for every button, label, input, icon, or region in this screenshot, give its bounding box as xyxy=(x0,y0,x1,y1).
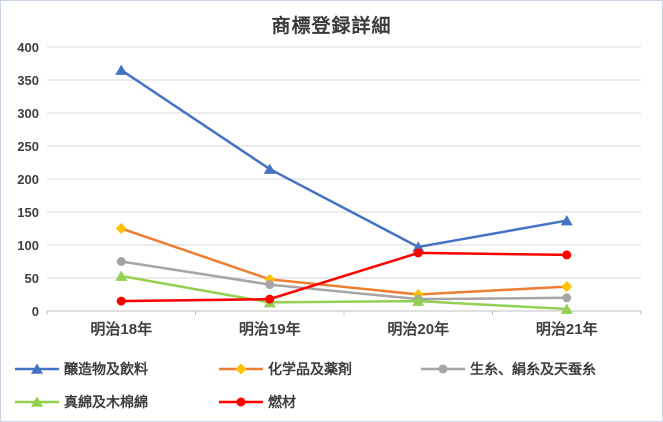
y-axis-tick-label: 400 xyxy=(17,40,39,55)
y-axis-tick-label: 200 xyxy=(17,172,39,187)
y-axis-tick-label: 0 xyxy=(32,304,39,319)
data-point xyxy=(116,296,126,306)
data-point xyxy=(115,270,128,281)
data-point xyxy=(115,223,127,234)
legend-label: 化学品及薬剤 xyxy=(268,361,352,377)
y-axis-tick-label: 150 xyxy=(17,205,39,220)
legend-label: 真綿及木棉綿 xyxy=(64,394,148,410)
y-axis-tick-label: 350 xyxy=(17,73,39,88)
data-point xyxy=(413,248,423,258)
legend-item[interactable]: 化学品及薬剤 xyxy=(219,359,352,379)
legend-label: 醸造物及飲料 xyxy=(64,361,148,377)
legend-item[interactable]: 醸造物及飲料 xyxy=(15,359,148,379)
data-point xyxy=(560,303,573,314)
legend-label: 生糸、絹糸及天蚕糸 xyxy=(470,361,596,377)
data-point xyxy=(562,250,572,260)
legend-marker-icon xyxy=(219,363,263,375)
data-point xyxy=(561,281,573,293)
legend-marker-icon xyxy=(15,363,59,374)
data-point xyxy=(412,295,425,306)
x-axis-category-label: 明治18年 xyxy=(90,320,152,338)
y-axis-tick-label: 250 xyxy=(17,139,39,154)
data-point xyxy=(116,257,126,266)
x-axis-category-label: 明治19年 xyxy=(239,320,301,338)
series-line-1 xyxy=(120,69,567,249)
chart-title: 商標登録詳細 xyxy=(271,16,392,37)
series-line-5 xyxy=(121,251,567,303)
legend-item[interactable]: 真綿及木棉綿 xyxy=(15,392,148,412)
data-point xyxy=(265,280,275,290)
y-axis-tick-label: 300 xyxy=(17,106,39,121)
y-axis-tick-label: 100 xyxy=(17,238,39,253)
data-point xyxy=(412,241,425,252)
chart-plot-area: 0 50 100 150 200 250 300 350 400 明治18年 明治19年 明治20年 明… xyxy=(17,40,642,338)
data-point xyxy=(560,215,573,226)
data-point xyxy=(265,294,275,304)
data-point xyxy=(562,293,572,303)
series-line-2 xyxy=(120,227,567,296)
legend-item[interactable]: 生糸、絹糸及天蚕糸 xyxy=(421,359,596,379)
data-point xyxy=(263,163,276,174)
legend-marker-icon xyxy=(219,397,263,407)
legend-item[interactable]: 燃材 xyxy=(219,392,296,412)
legend-marker-icon xyxy=(421,364,465,374)
x-axis-category-label: 明治20年 xyxy=(387,320,449,338)
data-point xyxy=(115,64,128,75)
y-axis-tick-label: 50 xyxy=(25,271,39,286)
series-line-3 xyxy=(121,260,567,301)
legend-label: 燃材 xyxy=(268,394,296,410)
legend-marker-icon xyxy=(15,396,59,407)
series-line-4 xyxy=(121,274,567,311)
x-axis-category-label: 明治21年 xyxy=(536,320,598,338)
